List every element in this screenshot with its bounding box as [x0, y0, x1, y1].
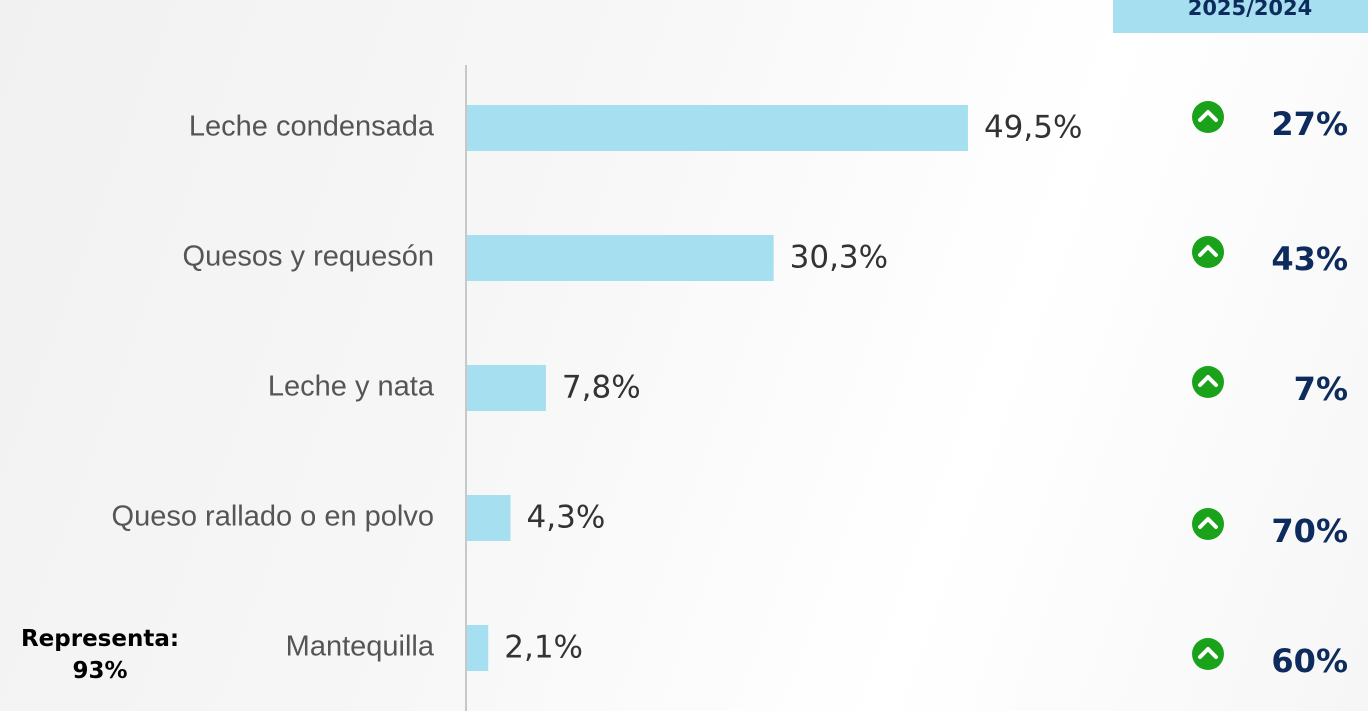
bar	[467, 365, 546, 411]
category-label: Queso rallado o en polvo	[112, 501, 434, 533]
icon-circle	[1192, 236, 1224, 268]
value-label: 2,1%	[504, 630, 583, 666]
category-label: Leche condensada	[189, 111, 435, 143]
value-label: 7,8%	[562, 370, 641, 406]
growth-label: 60%	[1271, 642, 1348, 680]
growth-icon	[1192, 236, 1224, 268]
icon-chevron	[1198, 517, 1218, 529]
bar	[467, 105, 968, 151]
growth-icon	[1192, 101, 1224, 133]
icon-chevron	[1198, 110, 1218, 122]
growth-icon	[1192, 366, 1224, 398]
icon-chevron	[1198, 375, 1218, 387]
icon-chevron	[1198, 245, 1218, 257]
icon-circle	[1192, 638, 1224, 670]
icon-circle	[1192, 508, 1224, 540]
growth-label: 70%	[1271, 512, 1348, 550]
value-label: 49,5%	[984, 110, 1082, 146]
annotation: Representa: 93%	[20, 626, 180, 684]
value-label: 30,3%	[790, 240, 888, 276]
growth-label: 43%	[1271, 240, 1348, 278]
category-label: Quesos y requesón	[183, 241, 434, 273]
icon-circle	[1192, 366, 1224, 398]
bar	[467, 625, 489, 671]
category-label: Mantequilla	[286, 631, 435, 663]
growth-icon	[1192, 508, 1224, 540]
bar	[467, 235, 774, 281]
growth-icon	[1192, 638, 1224, 670]
icon-chevron	[1198, 647, 1218, 659]
header-box	[1113, 0, 1368, 33]
growth-label: 7%	[1294, 370, 1348, 408]
bar	[467, 495, 511, 541]
icon-circle	[1192, 101, 1224, 133]
growth-header: 2025/2024	[1188, 0, 1313, 20]
growth-label: 27%	[1271, 105, 1348, 143]
value-label: 4,3%	[527, 500, 606, 536]
category-label: Leche y nata	[268, 371, 435, 403]
